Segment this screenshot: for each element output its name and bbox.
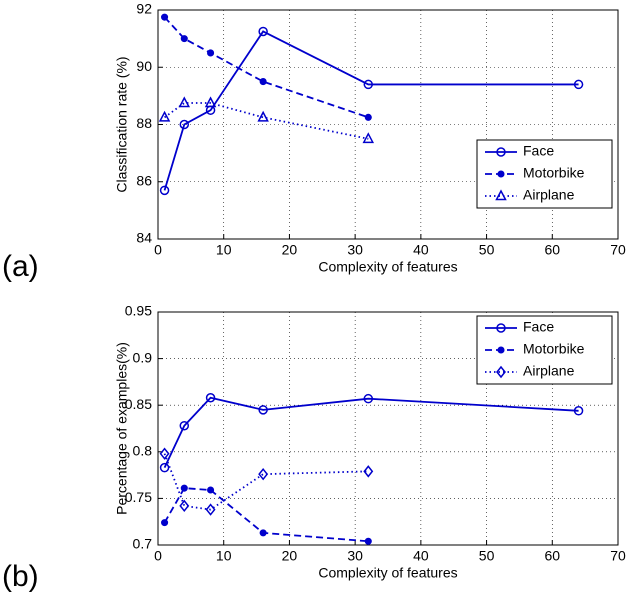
series-line — [164, 102, 369, 140]
y-tick-label: 0.95 — [125, 303, 152, 319]
marker — [159, 462, 170, 473]
marker — [496, 147, 506, 157]
marker — [495, 189, 507, 201]
legend-label: Face — [523, 143, 554, 159]
plot-frame — [157, 311, 619, 546]
marker — [204, 96, 217, 108]
marker — [259, 529, 267, 537]
series-line — [163, 453, 369, 511]
marker — [178, 96, 191, 108]
marker — [179, 499, 190, 513]
x-tick-label: 0 — [154, 548, 162, 564]
x-axis-label: Complexity of features — [318, 259, 457, 275]
x-tick-label: 50 — [479, 242, 495, 258]
legend-label: Airplane — [523, 363, 575, 379]
x-tick-label: 70 — [610, 548, 626, 564]
legend-label: Face — [523, 319, 554, 335]
legend-label: Motorbike — [523, 341, 585, 357]
marker — [573, 406, 584, 416]
x-tick-label: 10 — [216, 548, 232, 564]
y-tick-label: 0.9 — [133, 349, 153, 365]
plot-frame — [157, 9, 619, 240]
x-tick-label: 40 — [413, 548, 429, 564]
series-line — [163, 30, 579, 191]
panel-label: (a) — [2, 250, 39, 283]
marker — [259, 78, 267, 86]
x-tick-label: 20 — [282, 242, 298, 258]
y-tick-label: 90 — [136, 58, 152, 74]
x-tick-label: 60 — [544, 242, 560, 258]
x-tick-label: 0 — [154, 242, 162, 258]
marker — [258, 405, 268, 415]
marker — [205, 392, 216, 403]
marker — [258, 26, 268, 37]
marker — [257, 110, 269, 122]
marker — [258, 467, 269, 481]
marker — [363, 79, 374, 90]
y-tick-label: 0.8 — [133, 443, 153, 459]
x-tick-label: 40 — [413, 242, 429, 258]
y-tick-label: 84 — [136, 230, 152, 246]
marker — [179, 420, 190, 431]
y-tick-label: 88 — [136, 115, 152, 131]
y-axis-label: Percentage of examples(%) — [114, 342, 130, 515]
x-tick-label: 70 — [610, 242, 626, 258]
x-tick-label: 10 — [216, 242, 232, 258]
marker — [158, 110, 171, 122]
marker — [180, 35, 188, 43]
marker — [362, 132, 375, 144]
y-tick-label: 0.75 — [125, 489, 152, 505]
x-axis-label: Complexity of features — [318, 565, 457, 581]
marker — [161, 13, 169, 21]
marker — [159, 185, 170, 196]
marker — [161, 519, 169, 527]
x-tick-label: 50 — [479, 548, 495, 564]
marker — [364, 537, 372, 545]
marker — [497, 346, 505, 354]
y-axis-label: Classification rate (%) — [114, 56, 130, 192]
legend-label: Motorbike — [523, 165, 585, 181]
marker — [180, 484, 188, 492]
panel-label: (b) — [2, 560, 39, 593]
marker — [205, 503, 216, 516]
y-tick-label: 86 — [136, 172, 152, 188]
marker — [496, 323, 506, 333]
marker — [363, 465, 374, 478]
marker — [179, 119, 190, 130]
series-line — [163, 396, 579, 469]
x-tick-label: 30 — [347, 242, 363, 258]
legend-label: Airplane — [523, 187, 575, 203]
marker — [496, 365, 506, 379]
y-tick-label: 0.85 — [125, 396, 152, 412]
x-tick-label: 20 — [282, 548, 298, 564]
marker — [363, 393, 374, 404]
y-tick-label: 0.7 — [133, 536, 153, 552]
marker — [573, 79, 584, 90]
x-tick-label: 60 — [544, 548, 560, 564]
marker — [159, 447, 170, 460]
marker — [497, 170, 505, 178]
marker — [207, 49, 215, 57]
x-tick-label: 30 — [347, 548, 363, 564]
marker — [364, 113, 372, 121]
marker — [207, 486, 215, 494]
y-tick-label: 92 — [136, 1, 152, 17]
